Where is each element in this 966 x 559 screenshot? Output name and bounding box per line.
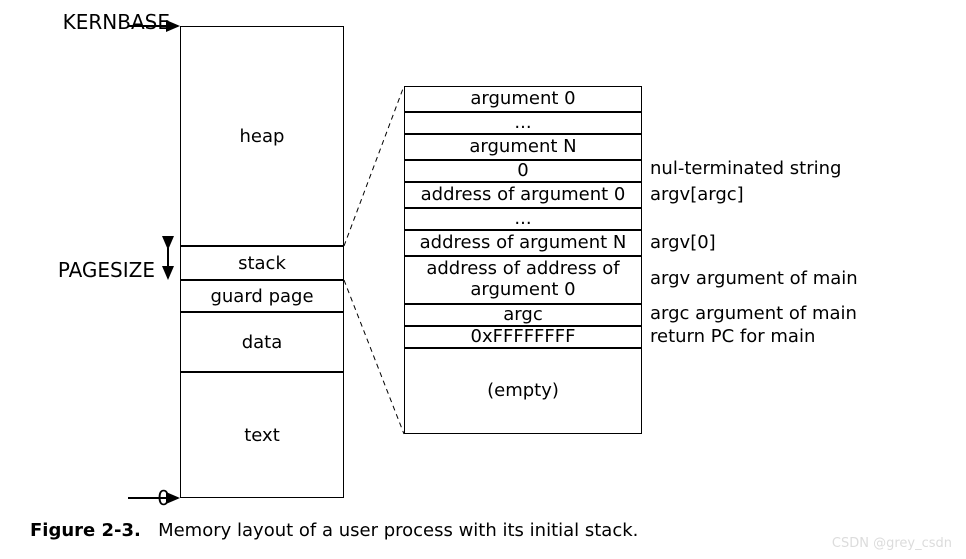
stk-empty: (empty) — [404, 348, 642, 434]
stk-addrN: address of argument N — [404, 230, 642, 256]
stk-dots1-text: ... — [514, 113, 531, 134]
stk-addraddr0: address of address of argument 0 — [404, 256, 642, 304]
stk-zero-text: 0 — [517, 161, 528, 182]
mem-stack: stack — [180, 246, 344, 280]
mem-guard-text: guard page — [210, 286, 313, 307]
stk-addrN-text: address of argument N — [420, 233, 627, 254]
stk-argN: argument N — [404, 134, 642, 160]
mem-heap: heap — [180, 26, 344, 246]
label-pagesize-text: PAGESIZE — [58, 258, 155, 282]
stk-argN-text: argument N — [469, 137, 576, 158]
annot-retpc-text: return PC for main — [650, 326, 815, 347]
stk-dots1: ... — [404, 112, 642, 134]
label-zero: 0 — [0, 486, 170, 510]
stk-addr0-text: address of argument 0 — [421, 185, 626, 206]
label-kernbase: KERNBASE — [0, 10, 170, 34]
dash-bottom — [344, 280, 404, 434]
stk-retpc-text: 0xFFFFFFFF — [471, 327, 576, 348]
annot-argv-argc-text: argv[argc] — [650, 184, 744, 205]
stk-argc: argc — [404, 304, 642, 326]
label-zero-text: 0 — [157, 486, 170, 510]
annot-argc-main: argc argument of main — [650, 303, 857, 324]
annot-nulterm: nul-terminated string — [650, 158, 841, 179]
annot-argv0: argv[0] — [650, 232, 716, 253]
stk-dots2: ... — [404, 208, 642, 230]
label-pagesize: PAGESIZE — [0, 258, 155, 282]
stk-empty-text: (empty) — [487, 381, 559, 402]
label-kernbase-text: KERNBASE — [63, 10, 170, 34]
stk-retpc: 0xFFFFFFFF — [404, 326, 642, 348]
annot-argc-main-text: argc argument of main — [650, 303, 857, 324]
annot-argv-main: argv argument of main — [650, 268, 858, 289]
figure-caption: Figure 2-3. Memory layout of a user proc… — [30, 520, 638, 541]
stk-addr0: address of argument 0 — [404, 182, 642, 208]
mem-text-text: text — [244, 425, 280, 446]
mem-text: text — [180, 372, 344, 498]
stk-addraddr0-text: address of address of argument 0 — [413, 259, 633, 300]
watermark-text: CSDN @grey_csdn — [832, 536, 952, 551]
mem-heap-text: heap — [240, 126, 285, 147]
stk-argc-text: argc — [503, 305, 542, 326]
mem-data: data — [180, 312, 344, 372]
figure-caption-text: Memory layout of a user process with its… — [158, 520, 638, 541]
dash-top — [344, 86, 404, 246]
stk-arg0-text: argument 0 — [470, 89, 575, 110]
stk-arg0: argument 0 — [404, 86, 642, 112]
stk-zero: 0 — [404, 160, 642, 182]
figure-number: Figure 2-3. — [30, 520, 141, 541]
annot-argv0-text: argv[0] — [650, 232, 716, 253]
mem-guard: guard page — [180, 280, 344, 312]
stk-dots2-text: ... — [514, 209, 531, 230]
mem-data-text: data — [242, 332, 283, 353]
annot-argv-argc: argv[argc] — [650, 184, 744, 205]
watermark: CSDN @grey_csdn — [832, 536, 952, 551]
annot-retpc: return PC for main — [650, 326, 815, 347]
mem-stack-text: stack — [238, 253, 286, 274]
annot-nulterm-text: nul-terminated string — [650, 158, 841, 179]
annot-argv-main-text: argv argument of main — [650, 268, 858, 289]
